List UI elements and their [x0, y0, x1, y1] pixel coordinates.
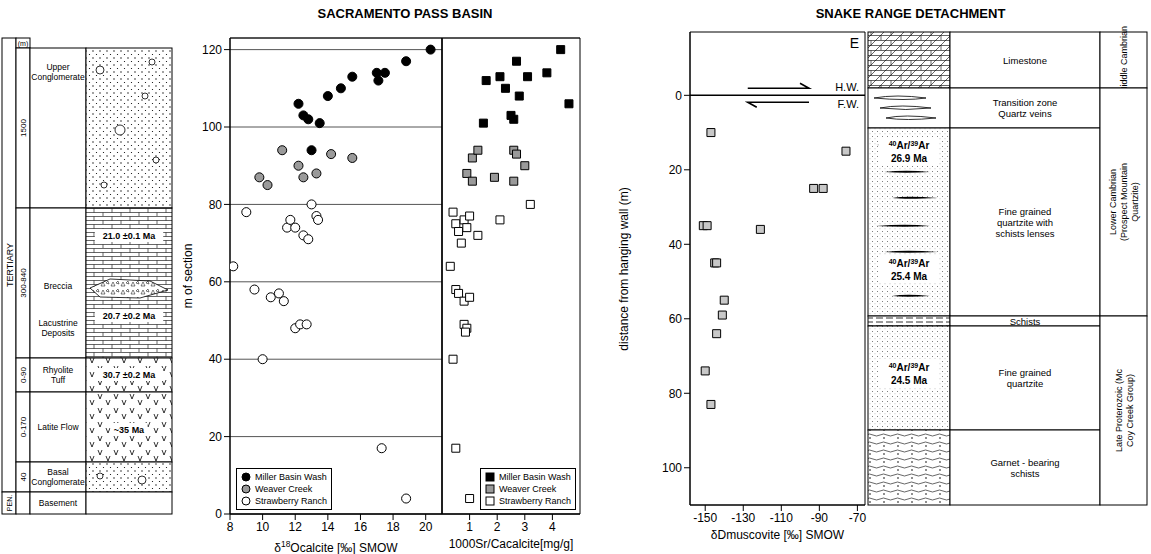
svg-text:~35 Ma: ~35 Ma [114, 425, 145, 435]
svg-text:60: 60 [209, 275, 223, 289]
svg-text:H.W.: H.W. [835, 81, 859, 93]
svg-text:100: 100 [662, 461, 682, 475]
svg-text:1: 1 [466, 520, 473, 534]
svg-text:1500: 1500 [19, 119, 28, 137]
svg-text:E: E [850, 35, 859, 51]
svg-text:14: 14 [321, 520, 335, 534]
svg-text:18: 18 [386, 520, 400, 534]
svg-text:Conglomerate: Conglomerate [31, 477, 85, 487]
svg-text:4: 4 [549, 520, 556, 534]
svg-text:Quartzite): Quartzite) [1130, 182, 1140, 222]
svg-text:Rhyolite: Rhyolite [43, 365, 74, 375]
svg-text:0: 0 [675, 89, 682, 103]
svg-text:80: 80 [669, 387, 683, 401]
svg-text:(m): (m) [18, 40, 29, 48]
html-text:1000Sr/Cacalcite[mg/g]: 1000Sr/Cacalcite[mg/g] [448, 537, 574, 551]
svg-text:Coy Creek Group): Coy Creek Group) [1125, 374, 1135, 447]
svg-text:Tuff: Tuff [51, 375, 66, 385]
svg-text:12: 12 [289, 520, 303, 534]
svg-text:-110: -110 [770, 511, 793, 525]
svg-text:8: 8 [227, 520, 234, 534]
svg-text:3: 3 [521, 520, 528, 534]
svg-text:0-170: 0-170 [19, 416, 28, 437]
svg-text:120: 120 [202, 43, 222, 57]
svg-text:Quartz veins: Quartz veins [998, 108, 1052, 119]
svg-text:25.4 Ma: 25.4 Ma [891, 271, 928, 282]
svg-text:(Prospect Mountain: (Prospect Mountain [1119, 163, 1129, 241]
html-text:Strawberry Ranch: Strawberry Ranch [499, 496, 571, 506]
html-text:δ18Ocalcite [‰] SMOW: δ18Ocalcite [‰] SMOW [274, 539, 398, 554]
svg-text:20: 20 [209, 430, 223, 444]
svg-text:20.7 ±0.2 Ma: 20.7 ±0.2 Ma [103, 311, 156, 321]
svg-text:-150: -150 [693, 511, 717, 525]
svg-text:20: 20 [669, 163, 683, 177]
svg-text:300-840: 300-840 [19, 268, 28, 298]
svg-text:Deposits: Deposits [41, 328, 74, 338]
html-text:Miller Basin Wash: Miller Basin Wash [499, 472, 571, 482]
svg-text:40: 40 [669, 238, 683, 252]
svg-text:2: 2 [494, 520, 501, 534]
svg-text:Limestone: Limestone [1003, 55, 1047, 66]
svg-text:Fine grained: Fine grained [999, 206, 1052, 217]
svg-text:Basal: Basal [47, 467, 68, 477]
svg-text:-130: -130 [731, 511, 755, 525]
svg-text:21.0 ±0.1 Ma: 21.0 ±0.1 Ma [103, 231, 156, 241]
html-text:m of section: m of section [181, 243, 195, 309]
svg-text:30.7 ±0.2 Ma: 30.7 ±0.2 Ma [103, 370, 156, 380]
svg-text:-90: -90 [811, 511, 829, 525]
svg-text:0: 0 [215, 507, 222, 521]
svg-text:16: 16 [354, 520, 368, 534]
svg-text:10: 10 [256, 520, 270, 534]
svg-text:Fine grained: Fine grained [999, 367, 1052, 378]
svg-text:60: 60 [669, 312, 683, 326]
svg-text:Middle Cambrian: Middle Cambrian [1119, 26, 1129, 94]
svg-text:0-90: 0-90 [19, 366, 28, 383]
html-text:Weaver Creek: Weaver Creek [499, 484, 557, 494]
svg-text:Basement: Basement [39, 498, 78, 508]
svg-text:Breccia: Breccia [44, 281, 73, 291]
svg-text:24.5 Ma: 24.5 Ma [891, 375, 928, 386]
html-text:Weaver Creek: Weaver Creek [255, 484, 313, 494]
html-text:δDmuscovite [‰] SMOW: δDmuscovite [‰] SMOW [710, 528, 845, 542]
svg-text:schists: schists [1010, 468, 1039, 479]
svg-text:-70: -70 [849, 511, 867, 525]
svg-text:20: 20 [419, 520, 433, 534]
svg-text:40Ar/39Ar: 40Ar/39Ar [889, 362, 930, 374]
svg-text:quartzite with: quartzite with [997, 217, 1053, 228]
svg-text:Lower Cambrian: Lower Cambrian [1108, 169, 1118, 235]
html-text:distance from hanging wall (m): distance from hanging wall (m) [617, 186, 631, 351]
svg-text:40Ar/39Ar: 40Ar/39Ar [889, 258, 930, 270]
svg-text:quartzite: quartzite [1007, 378, 1043, 389]
svg-text:Garnet - bearing: Garnet - bearing [990, 457, 1059, 468]
html-text:SACRAMENTO PASS BASIN: SACRAMENTO PASS BASIN [317, 6, 493, 21]
svg-text:Upper: Upper [46, 62, 69, 72]
svg-text:100: 100 [202, 120, 222, 134]
svg-text:80: 80 [209, 198, 223, 212]
html-text:Miller Basin Wash: Miller Basin Wash [255, 472, 327, 482]
svg-text:40: 40 [19, 472, 28, 481]
svg-text:40Ar/39Ar: 40Ar/39Ar [889, 140, 930, 152]
svg-text:Latite Flow: Latite Flow [37, 422, 79, 432]
svg-text:Transition zone: Transition zone [993, 97, 1058, 108]
svg-text:Lacustrine: Lacustrine [38, 318, 77, 328]
svg-text:F.W.: F.W. [838, 98, 859, 110]
html-text:Strawberry Ranch: Strawberry Ranch [255, 496, 327, 506]
html-text:SNAKE RANGE DETACHMENT: SNAKE RANGE DETACHMENT [815, 6, 1006, 21]
svg-text:TERTIARY: TERTIARY [5, 243, 15, 287]
svg-text:Late Proterozoic (Mc: Late Proterozoic (Mc [1114, 368, 1124, 452]
svg-text:26.9 Ma: 26.9 Ma [891, 153, 928, 164]
svg-text:schists lenses: schists lenses [995, 228, 1054, 239]
svg-text:Schists: Schists [1010, 316, 1041, 327]
svg-text:Conglomerate: Conglomerate [31, 72, 85, 82]
svg-text:40: 40 [209, 352, 223, 366]
svg-text:PEN.: PEN. [6, 495, 13, 511]
